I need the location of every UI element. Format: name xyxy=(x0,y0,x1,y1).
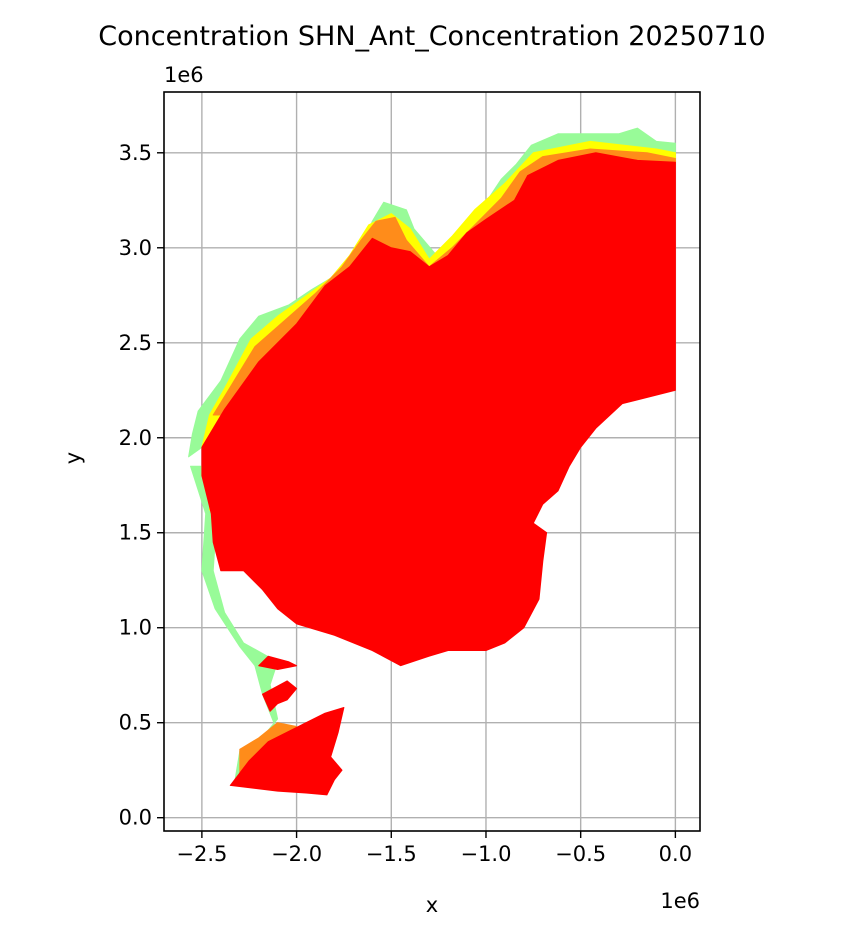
y-tick-label: 0.5 xyxy=(119,711,152,735)
chart-title: Concentration SHN_Ant_Concentration 2025… xyxy=(98,21,765,52)
x-tick-label: −2.5 xyxy=(176,842,227,866)
region-highest xyxy=(262,680,298,712)
x-tick-label: 0.0 xyxy=(659,842,692,866)
region-highest xyxy=(201,152,676,667)
y-tick-label: 0.0 xyxy=(119,806,152,830)
region-highest xyxy=(229,707,345,796)
concentration-regions xyxy=(188,127,676,796)
x-axis-offset-label: 1e6 xyxy=(660,889,700,913)
x-axis-label: x xyxy=(426,893,438,917)
plot-area-frame xyxy=(163,91,701,832)
y-tick-label: 3.0 xyxy=(119,236,152,260)
x-tick-label: −0.5 xyxy=(555,842,606,866)
x-tick-label: −1.5 xyxy=(366,842,417,866)
y-tick-label: 2.5 xyxy=(119,331,152,355)
y-tick-label: 3.5 xyxy=(119,141,152,165)
x-axis-ticks: −2.5 −2.0 −1.5 −1.0 −0.5 0.0 xyxy=(176,831,692,866)
y-axis-offset-label: 1e6 xyxy=(164,63,204,87)
y-tick-label: 1.5 xyxy=(119,521,152,545)
y-tick-label: 1.0 xyxy=(119,616,152,640)
x-tick-label: −1.0 xyxy=(460,842,511,866)
x-tick-label: −2.0 xyxy=(271,842,322,866)
y-axis-ticks: 0.0 0.5 1.0 1.5 2.0 2.5 3.0 3.5 xyxy=(119,141,164,830)
y-axis-label: y xyxy=(61,452,85,464)
y-tick-label: 2.0 xyxy=(119,426,152,450)
region-highest xyxy=(258,655,298,670)
